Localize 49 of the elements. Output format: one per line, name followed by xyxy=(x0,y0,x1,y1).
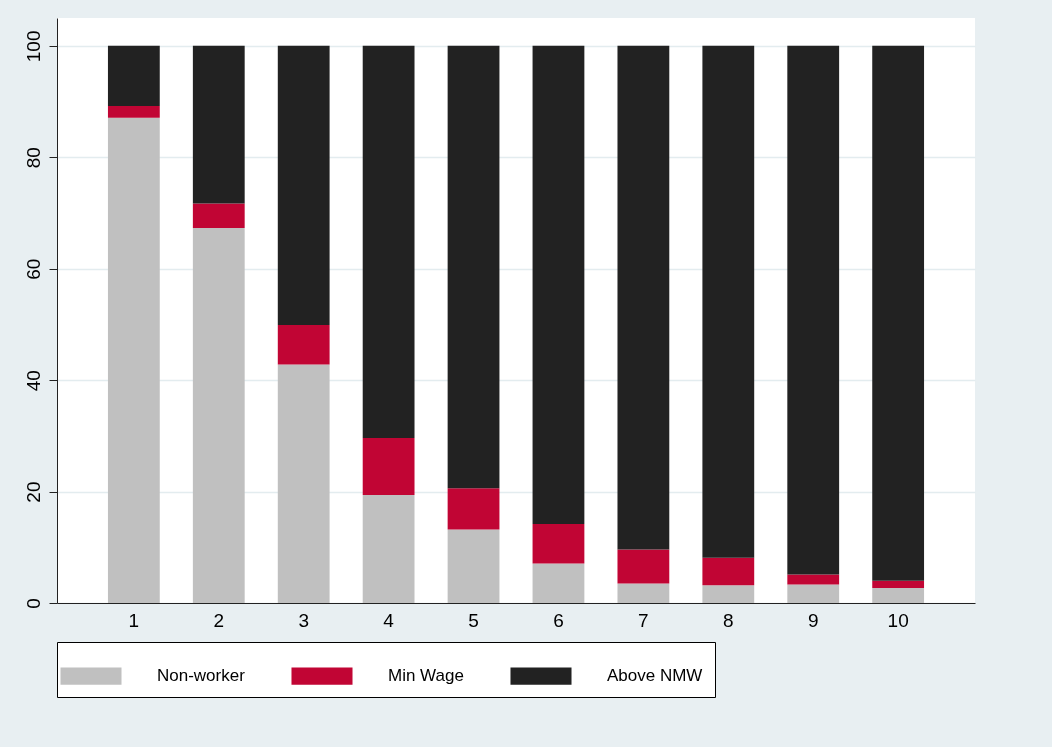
bar xyxy=(617,549,670,584)
bar xyxy=(872,580,925,588)
bar xyxy=(447,45,500,489)
bar xyxy=(447,529,500,603)
y-tick-label: 100 xyxy=(22,30,44,63)
bar xyxy=(107,117,160,603)
bar xyxy=(107,45,160,107)
bar xyxy=(617,45,670,550)
x-tick-label: 8 xyxy=(723,609,734,631)
legend-label: Min Wage xyxy=(388,666,464,686)
y-tick-label: 40 xyxy=(22,370,44,392)
bar xyxy=(277,364,330,603)
y-tick-label: 80 xyxy=(22,147,44,169)
x-tick-label: 6 xyxy=(553,609,564,631)
bar xyxy=(192,228,245,603)
bar xyxy=(277,324,330,365)
bar xyxy=(532,563,585,603)
bar xyxy=(787,584,840,603)
bar xyxy=(787,45,840,575)
bar xyxy=(872,45,925,581)
bar xyxy=(702,45,755,558)
bar xyxy=(617,583,670,603)
bar xyxy=(362,45,415,439)
x-tick-label: 9 xyxy=(807,609,819,631)
x-tick-label: 10 xyxy=(887,609,909,631)
bar xyxy=(192,45,245,204)
bar xyxy=(107,106,160,118)
bar xyxy=(362,494,415,603)
y-tick-label: 60 xyxy=(22,258,44,280)
bar xyxy=(532,523,585,564)
bar xyxy=(192,203,245,229)
y-tick-label: 0 xyxy=(22,598,44,609)
x-tick-label: 3 xyxy=(298,609,309,631)
bar xyxy=(702,557,755,586)
legend-label: Above NMW xyxy=(607,666,703,686)
bar xyxy=(787,574,840,585)
bar xyxy=(362,438,415,495)
y-tick-label: 20 xyxy=(22,481,44,503)
bar xyxy=(702,585,755,603)
x-tick-label: 4 xyxy=(383,609,395,631)
x-tick-label: 2 xyxy=(213,609,225,631)
x-tick-label: 5 xyxy=(468,609,479,631)
legend-label: Non-worker xyxy=(157,666,246,686)
bar xyxy=(277,45,330,325)
x-tick-label: 1 xyxy=(128,609,140,631)
bar xyxy=(447,488,500,530)
x-tick-label: 7 xyxy=(638,609,649,631)
bar xyxy=(872,587,925,603)
bar xyxy=(532,45,585,524)
